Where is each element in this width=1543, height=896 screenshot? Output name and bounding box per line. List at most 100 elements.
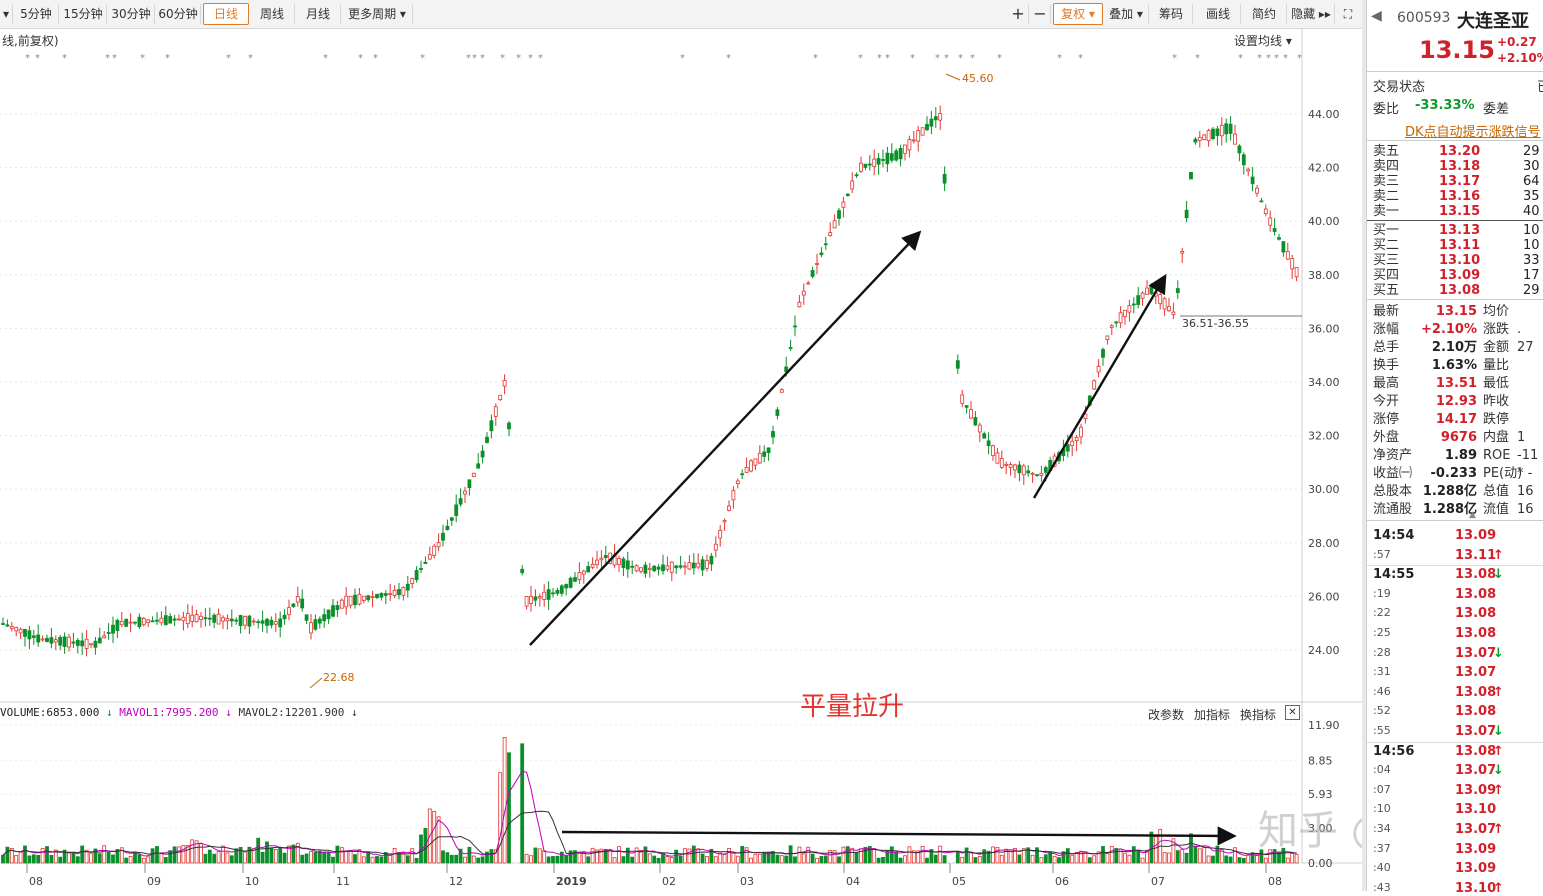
tick-price: 13.08 bbox=[1455, 586, 1497, 602]
volume-bar bbox=[617, 846, 621, 864]
candle-body bbox=[647, 567, 652, 570]
bid-level-price[interactable]: 13.11 bbox=[1439, 238, 1481, 253]
bid-level-price[interactable]: 13.08 bbox=[1439, 283, 1481, 298]
volume-bar bbox=[1114, 848, 1119, 864]
ask-level-price[interactable]: 13.17 bbox=[1439, 174, 1481, 189]
bid-level-price[interactable]: 13.10 bbox=[1439, 253, 1481, 268]
change-params-button[interactable]: 改参数 bbox=[1148, 708, 1185, 722]
stats-row: 涨幅 +2.10% 涨跌 . bbox=[1367, 321, 1543, 339]
stat-label: 今开 bbox=[1373, 394, 1400, 409]
arrow-down-icon: ↓ bbox=[1493, 645, 1504, 661]
stat-label: 最新 bbox=[1373, 304, 1400, 319]
period-15min[interactable]: 15分钟 bbox=[60, 4, 107, 24]
ma-setting-button[interactable]: 设置均线 ▾ bbox=[1234, 34, 1292, 48]
volume-bar bbox=[225, 852, 230, 864]
bid-level-price[interactable]: 13.09 bbox=[1439, 268, 1481, 283]
candle-body bbox=[291, 603, 296, 607]
overlay-button[interactable]: 叠加 ▾ bbox=[1104, 4, 1149, 24]
close-icon[interactable]: ✕ bbox=[1285, 705, 1300, 720]
candle-body bbox=[326, 609, 331, 620]
volume-bar bbox=[1013, 848, 1017, 864]
volume-bar bbox=[1263, 857, 1268, 864]
period-monthly[interactable]: 月线 bbox=[296, 4, 341, 24]
back-arrow-icon[interactable]: ◀ bbox=[1371, 8, 1382, 24]
price-tick-label: 40.00 bbox=[1308, 215, 1340, 228]
period-more[interactable]: 更多周期 ▾ bbox=[342, 4, 413, 24]
stats-row: 最新 13.15 均价 bbox=[1367, 303, 1543, 321]
candle-body bbox=[542, 591, 547, 600]
chart-area[interactable]: * * * * * * * * * * * * * * * * * * * * * * * * * * * * * * * * * * * * * * * *… bbox=[0, 28, 1471, 891]
volume-tick-label: 0.00 bbox=[1308, 857, 1333, 870]
draw-line-button[interactable]: 画线 bbox=[1196, 4, 1241, 24]
candle-body bbox=[784, 366, 789, 373]
candle-body bbox=[185, 613, 190, 625]
volume-bar bbox=[771, 851, 775, 864]
tick-time: :10 bbox=[1373, 802, 1391, 816]
adjust-button[interactable]: 复权 ▾ bbox=[1053, 3, 1103, 25]
tick-price: 13.08 bbox=[1455, 626, 1497, 641]
candle-body bbox=[806, 282, 811, 285]
time-tick-label: 09 bbox=[147, 875, 161, 888]
chips-button[interactable]: 筹码 bbox=[1150, 4, 1193, 24]
candle-body bbox=[397, 589, 401, 596]
candle-body bbox=[1127, 305, 1132, 313]
volume-bar bbox=[168, 850, 173, 864]
hide-button[interactable]: 隐藏 ▸▸ bbox=[1288, 4, 1335, 24]
candle-body bbox=[1030, 472, 1035, 475]
volume-bar bbox=[106, 851, 111, 864]
candle-body bbox=[207, 617, 212, 620]
candle-body bbox=[683, 565, 687, 568]
candle-body bbox=[419, 568, 423, 570]
candle-body bbox=[392, 589, 397, 596]
bid-level-price[interactable]: 13.13 bbox=[1439, 223, 1481, 238]
toolbar-dropdown-icon[interactable]: ▾ bbox=[0, 4, 13, 24]
ask-level-price[interactable]: 13.18 bbox=[1439, 159, 1481, 174]
collapse-icon[interactable]: ▲ bbox=[1469, 510, 1476, 520]
period-weekly[interactable]: 周线 bbox=[250, 4, 295, 24]
event-star-icon: * bbox=[226, 53, 231, 64]
zoom-out-icon[interactable]: − bbox=[1030, 4, 1051, 24]
arrow-down-icon: ↓ bbox=[351, 706, 358, 719]
candle-body bbox=[775, 409, 780, 416]
volume-bar bbox=[1272, 849, 1277, 864]
volume-bar bbox=[498, 772, 503, 864]
volume-bar bbox=[339, 847, 344, 864]
volume-bar bbox=[454, 854, 459, 864]
volume-bar bbox=[141, 857, 146, 864]
candle-body bbox=[282, 614, 287, 620]
candle-body bbox=[819, 252, 824, 256]
ask-level-price[interactable]: 13.16 bbox=[1439, 189, 1481, 204]
panel-splitter[interactable] bbox=[1362, 0, 1366, 891]
candle-body bbox=[674, 565, 679, 569]
period-60min[interactable]: 60分钟 bbox=[156, 4, 201, 24]
arrow-up-icon: ↑ bbox=[1493, 822, 1504, 837]
add-indicator-button[interactable]: 加指标 bbox=[1194, 708, 1231, 722]
volume-bar bbox=[458, 848, 463, 864]
expand-icon[interactable]: ⛶ bbox=[1343, 7, 1353, 21]
candle-body bbox=[199, 615, 203, 620]
ask-level-volume: 40 bbox=[1523, 204, 1540, 219]
volume-bar bbox=[317, 850, 322, 864]
candle-body bbox=[1180, 251, 1185, 254]
volume-bar bbox=[564, 855, 569, 864]
candle-body bbox=[260, 620, 265, 624]
period-5min[interactable]: 5分钟 bbox=[14, 4, 59, 24]
candle-body bbox=[1105, 335, 1110, 340]
candle-body bbox=[53, 639, 58, 643]
candle-body bbox=[172, 618, 177, 621]
ask-level-price[interactable]: 13.20 bbox=[1439, 144, 1481, 159]
simple-mode-button[interactable]: 简约 bbox=[1242, 4, 1287, 24]
time-tick-label: 02 bbox=[662, 875, 676, 888]
volume-bar bbox=[203, 853, 208, 864]
dk-signal-link[interactable]: DK点自动提示涨跌信号 bbox=[1405, 125, 1541, 140]
period-daily[interactable]: 日线 bbox=[203, 3, 249, 25]
volume-bar bbox=[335, 845, 340, 864]
zoom-in-icon[interactable]: + bbox=[1008, 4, 1029, 24]
candlestick-chart[interactable]: * * * * * * * * * * * * * * * * * * * * * * * * * * * * * * * * * * * * * * * *… bbox=[0, 28, 1362, 891]
period-30min[interactable]: 30分钟 bbox=[108, 4, 155, 24]
volume-bar bbox=[647, 853, 652, 864]
ask-level-price[interactable]: 13.15 bbox=[1439, 204, 1481, 219]
stats-row: 今开 12.93 昨收 bbox=[1367, 393, 1543, 411]
event-star-icon: * bbox=[528, 53, 533, 64]
switch-indicator-button[interactable]: 换指标 bbox=[1240, 708, 1277, 722]
